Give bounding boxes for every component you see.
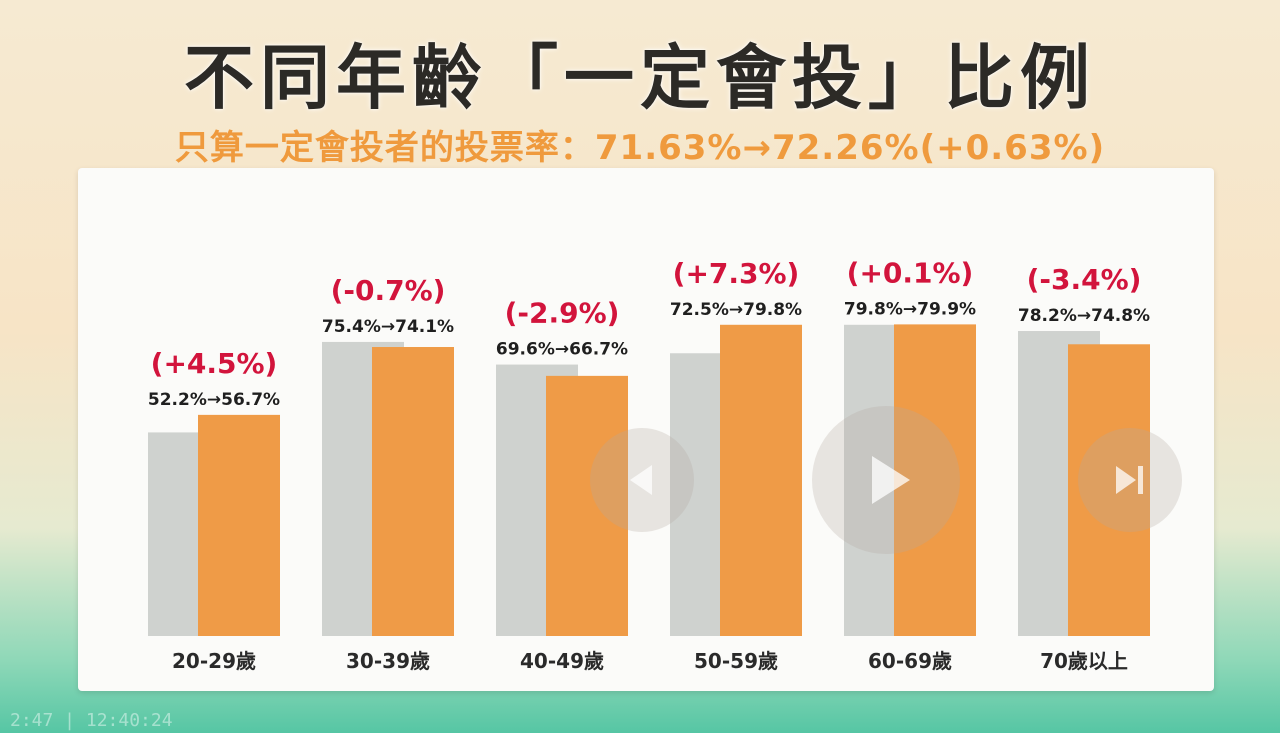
bar-value-label: 79.8%→79.9% [844, 299, 976, 319]
next-icon[interactable] [1078, 428, 1182, 532]
bar-after [372, 347, 454, 636]
bar-value-label: 78.2%→74.8% [1018, 306, 1150, 326]
video-timestamp: 2:47 | 12:40:24 [10, 710, 173, 731]
bar-after [198, 414, 280, 636]
play-icon[interactable] [812, 406, 960, 554]
x-tick-label: 60-69歲 [868, 649, 952, 673]
bar-value-label: 69.6%→66.7% [496, 340, 628, 360]
x-tick-label: 40-49歲 [520, 649, 604, 673]
bar-value-label: 75.4%→74.1% [322, 317, 454, 337]
bar-after [1068, 344, 1150, 636]
x-tick-label: 20-29歲 [172, 649, 256, 673]
bar-change-label: (+4.5%) [151, 347, 278, 380]
x-tick-label: 50-59歲 [694, 649, 778, 673]
bar-change-label: (-2.9%) [505, 297, 620, 330]
bar-value-label: 52.2%→56.7% [148, 390, 280, 410]
bar-change-label: (+0.1%) [847, 256, 974, 289]
bar-value-label: 72.5%→79.8% [670, 300, 802, 320]
chart-subtitle: 只算一定會投者的投票率：71.63%→72.26%(+0.63%) [174, 128, 1106, 168]
bar-change-label: (+7.3%) [673, 257, 800, 290]
bar-after [546, 375, 628, 636]
x-tick-label: 30-39歲 [346, 649, 430, 673]
bar-change-label: (-3.4%) [1027, 263, 1142, 296]
chart-title: 不同年齡「一定會投」比例 [184, 37, 1096, 119]
bar-after [720, 324, 802, 636]
previous-icon[interactable] [590, 428, 694, 532]
x-tick-label: 70歲以上 [1040, 649, 1128, 673]
bar-change-label: (-0.7%) [331, 274, 446, 307]
